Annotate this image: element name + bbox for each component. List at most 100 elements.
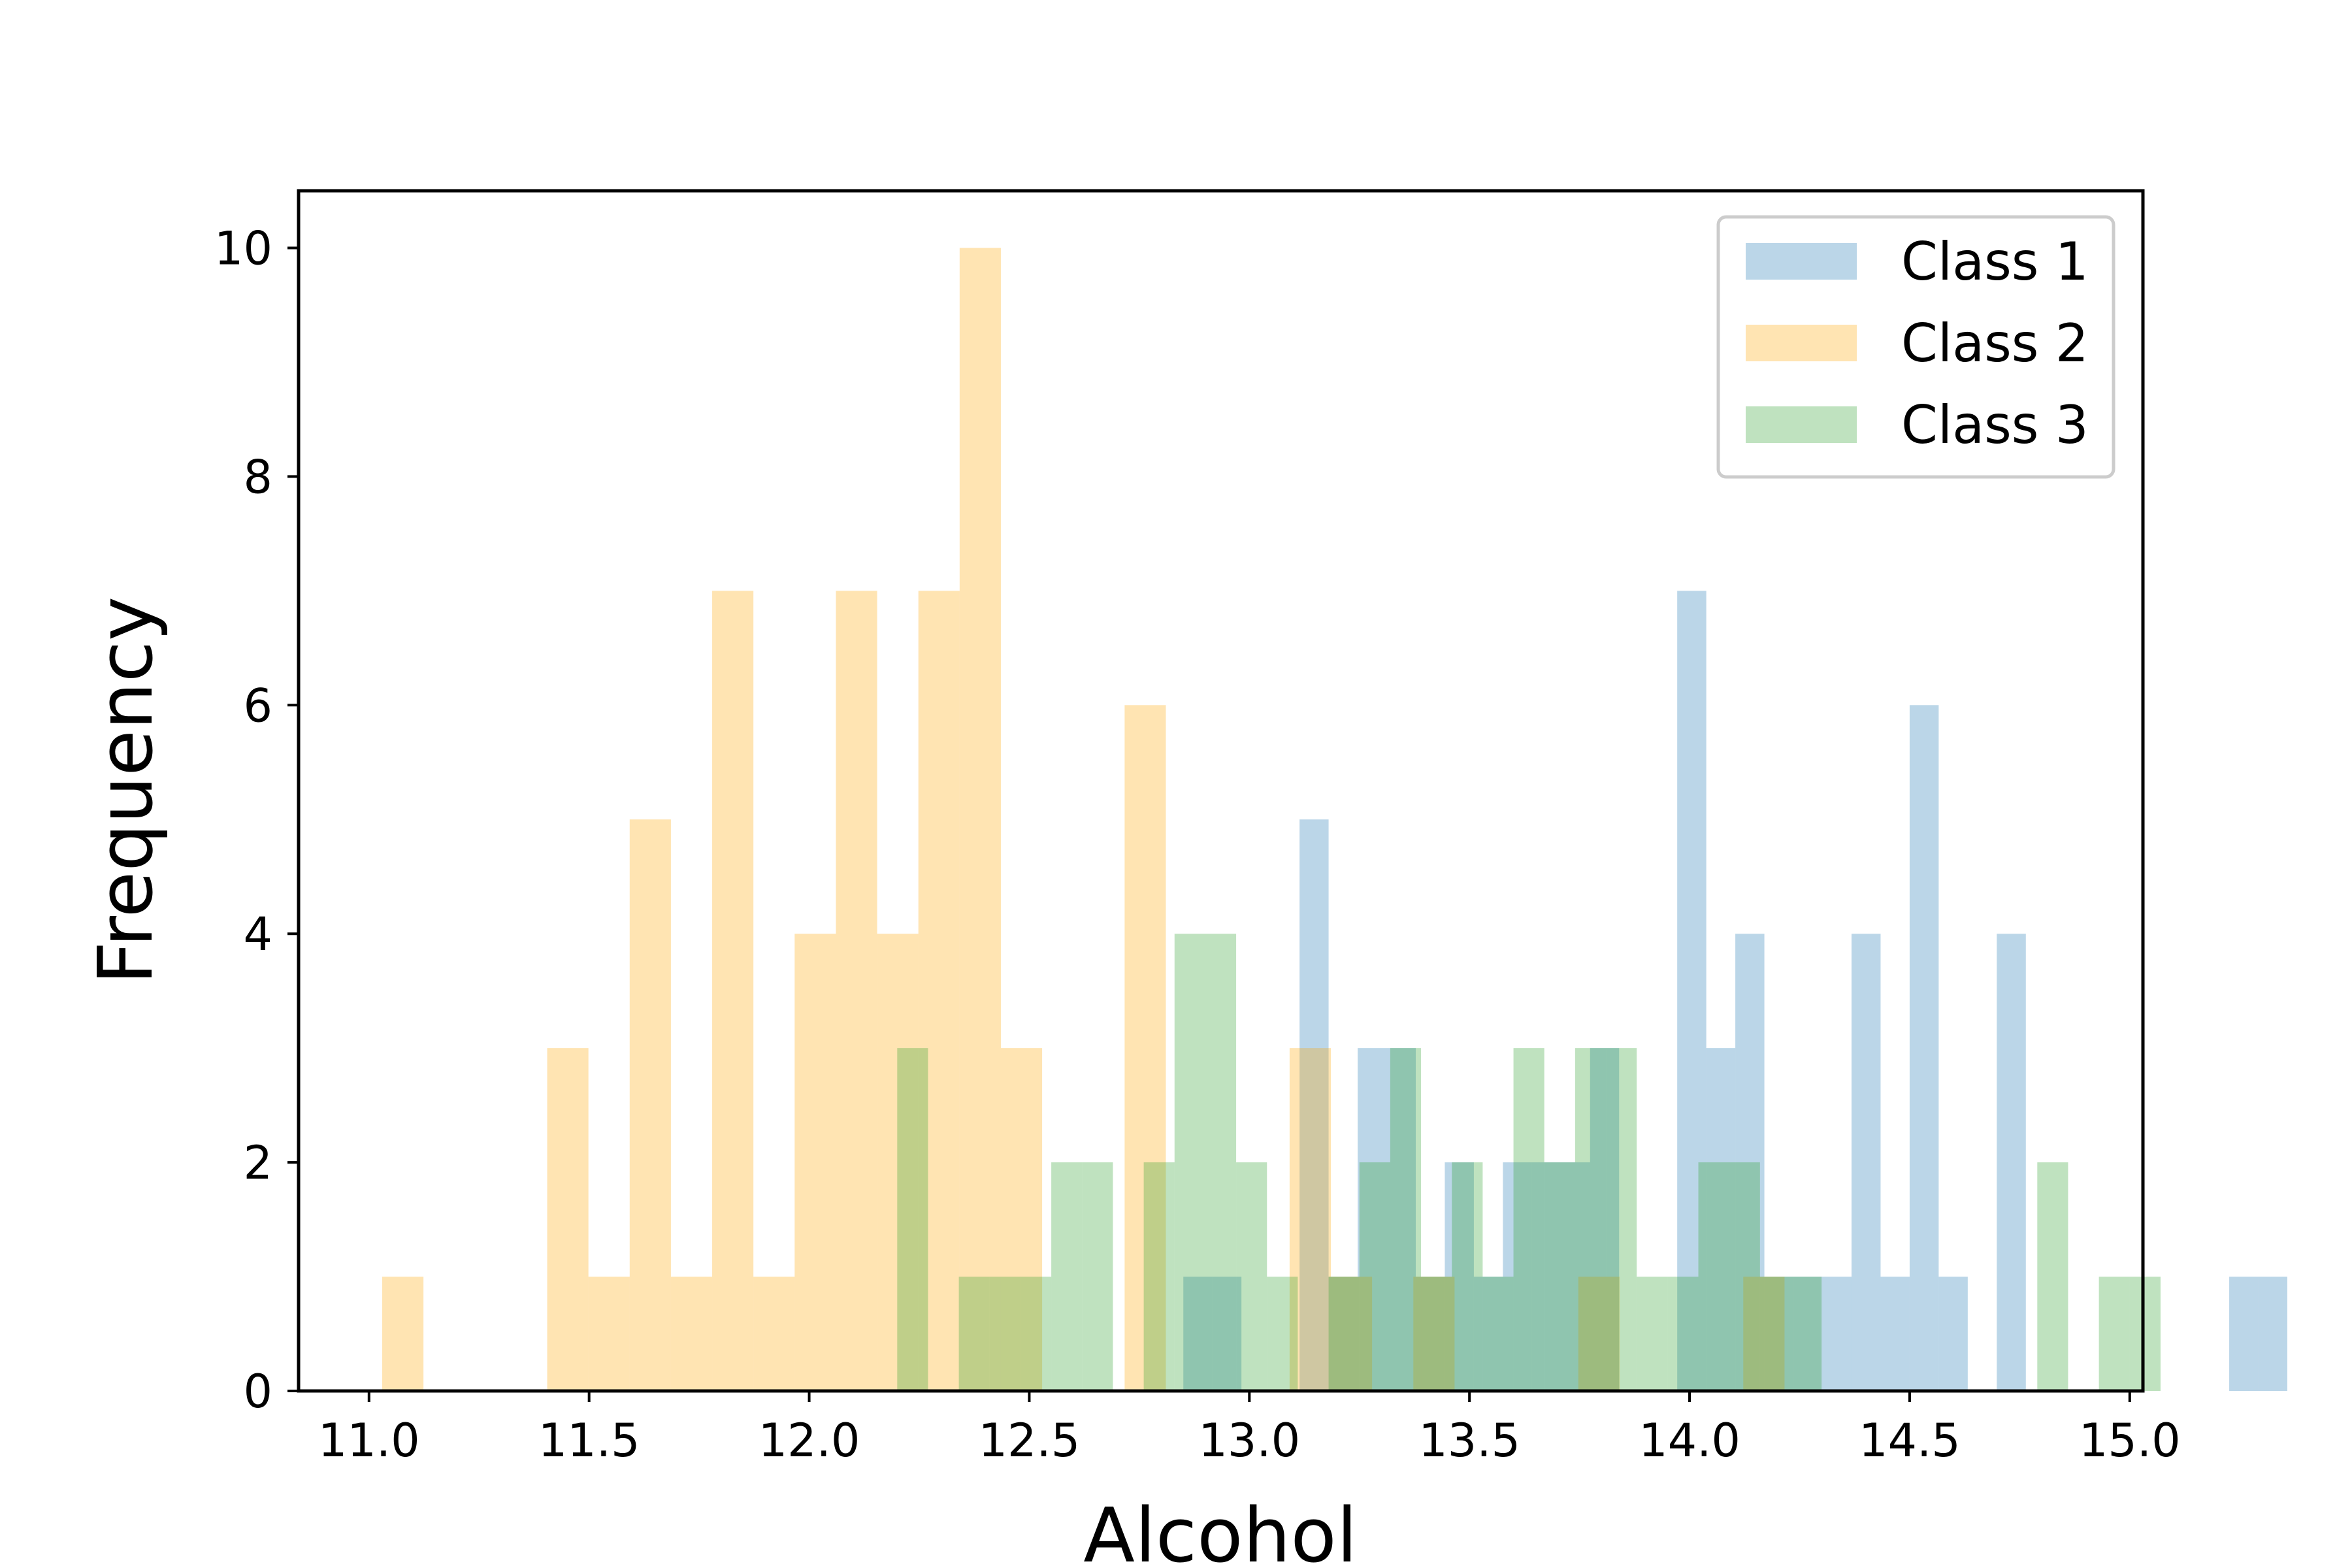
bar-class-3-8 <box>1143 1162 1175 1391</box>
y-axis-ticks: 0 2 4 6 8 10 <box>214 221 299 1418</box>
bar-class-3-24 <box>1637 1277 1668 1391</box>
bar-class-1-12 <box>1531 1162 1561 1391</box>
bar-class-3-22 <box>1575 1048 1607 1391</box>
x-tick-label: 13.0 <box>1198 1414 1300 1467</box>
legend-swatch <box>1746 406 1857 443</box>
bar-class-2-9 <box>753 1277 795 1391</box>
bar-class-1-1 <box>1212 1277 1242 1391</box>
bar-class-2-5 <box>588 1277 630 1391</box>
bar-class-3-4 <box>1020 1277 1052 1391</box>
bar-class-1-18 <box>1706 1048 1736 1391</box>
bar-class-1-36 <box>2229 1277 2259 1391</box>
bar-class-3-17 <box>1421 1277 1452 1391</box>
bar-class-3-14 <box>1328 1277 1360 1391</box>
bar-class-3-39 <box>2099 1277 2130 1391</box>
x-tick-label: 11.0 <box>318 1414 420 1467</box>
bar-class-3-29 <box>1791 1277 1822 1391</box>
bar-class-3-23 <box>1606 1048 1637 1391</box>
y-axis-label: Frequency <box>82 596 170 985</box>
x-tick-label: 12.5 <box>978 1414 1080 1467</box>
bar-class-2-33 <box>1743 1277 1785 1391</box>
bar-class-3-19 <box>1482 1277 1514 1391</box>
bar-class-1-14 <box>1590 1048 1620 1391</box>
bar-class-1-23 <box>1851 934 1881 1391</box>
y-tick-label: 10 <box>214 221 272 275</box>
bar-class-1-22 <box>1822 1277 1852 1391</box>
bar-class-1-37 <box>2258 1277 2287 1391</box>
bar-class-3-0 <box>897 1048 928 1391</box>
bar-class-3-18 <box>1452 1162 1483 1391</box>
bar-class-3-3 <box>989 1277 1021 1391</box>
x-tick-label: 12.0 <box>759 1414 860 1467</box>
bar-class-1-20 <box>1764 1277 1794 1391</box>
bar-class-3-6 <box>1082 1162 1113 1391</box>
bar-class-3-26 <box>1698 1162 1729 1391</box>
legend-label: Class 1 <box>1901 231 2089 292</box>
histogram-bars <box>382 248 2287 1392</box>
legend-label: Class 2 <box>1901 313 2089 374</box>
y-tick-label: 6 <box>243 679 272 732</box>
bar-class-3-9 <box>1174 934 1205 1391</box>
bar-class-2-7 <box>670 1277 713 1391</box>
bar-class-2-6 <box>629 819 671 1391</box>
bar-class-3-5 <box>1051 1162 1083 1391</box>
bar-class-3-15 <box>1359 1162 1390 1391</box>
y-tick-label: 4 <box>243 907 272 961</box>
x-axis-label: Alcohol <box>1083 1492 1357 1568</box>
bar-class-1-0 <box>1183 1277 1213 1391</box>
y-tick-label: 8 <box>243 450 272 504</box>
bar-class-2-15 <box>1000 1048 1043 1391</box>
bar-class-1-21 <box>1793 1277 1823 1391</box>
x-tick-label: 13.5 <box>1418 1414 1520 1467</box>
bar-class-1-26 <box>1938 1277 1968 1391</box>
bar-class-3-12 <box>1267 1277 1298 1391</box>
bar-class-3-2 <box>958 1277 990 1391</box>
bar-class-3-28 <box>1759 1277 1791 1391</box>
bar-class-2-18 <box>1124 705 1166 1391</box>
bar-class-1-25 <box>1909 705 1939 1391</box>
bar-class-1-24 <box>1880 1277 1910 1391</box>
bar-class-1-17 <box>1677 591 1707 1392</box>
legend-items: Class 1 Class 2 Class 3 <box>1746 231 2089 455</box>
bar-class-3-11 <box>1236 1162 1267 1391</box>
bar-class-3-27 <box>1729 1162 1760 1391</box>
bar-class-2-8 <box>712 591 754 1392</box>
bar-class-2-22 <box>1289 1048 1331 1391</box>
bar-class-1-11 <box>1503 1162 1532 1391</box>
bar-class-2-23 <box>1331 1277 1373 1391</box>
plot-frame <box>297 189 2145 1393</box>
legend-swatch <box>1746 325 1857 361</box>
legend: Class 1 Class 2 Class 3 <box>1716 215 2115 479</box>
y-tick-label: 2 <box>243 1136 272 1190</box>
bar-class-2-4 <box>547 1048 589 1391</box>
bar-class-2-14 <box>959 248 1001 1391</box>
bar-class-1-4 <box>1299 819 1329 1391</box>
x-tick-label: 15.0 <box>2079 1414 2181 1467</box>
bar-class-2-0 <box>382 1277 424 1391</box>
x-tick-label: 14.5 <box>1859 1414 1961 1467</box>
bar-class-2-13 <box>918 591 960 1392</box>
x-tick-label: 11.5 <box>538 1414 640 1467</box>
bar-class-1-28 <box>1997 934 2026 1391</box>
bar-class-3-37 <box>2037 1162 2068 1391</box>
bar-class-1-13 <box>1561 1162 1590 1391</box>
bar-class-1-10 <box>1473 1277 1503 1391</box>
bar-class-3-25 <box>1667 1277 1699 1391</box>
bar-class-2-25 <box>1413 1277 1455 1391</box>
bar-class-1-5 <box>1328 1277 1358 1391</box>
bar-class-1-8 <box>1415 1277 1445 1391</box>
bar-class-2-11 <box>836 591 877 1392</box>
bar-class-3-10 <box>1205 934 1237 1391</box>
bar-class-3-16 <box>1390 1048 1422 1391</box>
bar-class-3-40 <box>2129 1277 2161 1391</box>
legend-swatch <box>1746 243 1857 280</box>
legend-frame <box>1716 215 2115 479</box>
bar-class-2-12 <box>877 934 919 1391</box>
bar-class-1-9 <box>1445 1162 1474 1391</box>
y-tick-label: 0 <box>243 1365 272 1418</box>
bar-class-1-19 <box>1735 934 1765 1391</box>
bar-class-2-29 <box>1578 1277 1620 1391</box>
bar-class-1-6 <box>1358 1048 1387 1391</box>
x-tick-label: 14.0 <box>1639 1414 1740 1467</box>
